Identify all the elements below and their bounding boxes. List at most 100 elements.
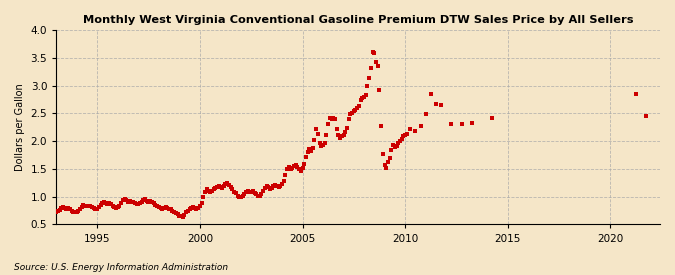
Point: [92, 207, 103, 211]
Point: [117, 198, 128, 202]
Point: [396, 137, 407, 141]
Point: [88, 206, 99, 211]
Point: [304, 147, 315, 152]
Point: [207, 188, 217, 193]
Point: [340, 130, 351, 134]
Point: [446, 122, 457, 127]
Point: [140, 197, 151, 201]
Point: [355, 98, 366, 102]
Point: [256, 192, 267, 197]
Point: [296, 168, 306, 173]
Point: [348, 109, 359, 113]
Point: [281, 167, 292, 172]
Point: [350, 108, 361, 112]
Point: [86, 205, 97, 210]
Point: [115, 200, 126, 205]
Point: [63, 206, 74, 211]
Point: [313, 132, 323, 137]
Point: [203, 188, 214, 193]
Point: [109, 205, 119, 210]
Point: [373, 64, 383, 68]
Point: [369, 51, 380, 56]
Point: [232, 193, 243, 198]
Point: [211, 185, 222, 189]
Point: [126, 199, 137, 204]
Point: [259, 186, 270, 191]
Point: [148, 201, 159, 205]
Point: [193, 206, 204, 211]
Point: [343, 117, 354, 122]
Point: [342, 126, 352, 131]
Point: [54, 208, 65, 212]
Point: [328, 116, 339, 120]
Point: [59, 206, 70, 210]
Point: [227, 187, 238, 192]
Point: [284, 165, 294, 169]
Point: [150, 203, 161, 207]
Point: [105, 202, 116, 207]
Point: [377, 152, 388, 157]
Point: [266, 186, 277, 191]
Point: [421, 112, 431, 116]
Point: [325, 116, 335, 120]
Point: [198, 195, 209, 199]
Point: [186, 206, 196, 211]
Point: [83, 204, 94, 208]
Point: [189, 206, 200, 211]
Point: [316, 143, 327, 148]
Point: [223, 183, 234, 187]
Point: [234, 194, 244, 199]
Point: [277, 182, 288, 186]
Point: [184, 207, 195, 212]
Point: [182, 208, 193, 213]
Point: [405, 127, 416, 132]
Point: [358, 95, 369, 99]
Point: [354, 103, 364, 108]
Point: [162, 206, 173, 210]
Point: [300, 155, 311, 160]
Point: [196, 200, 207, 205]
Point: [379, 163, 390, 167]
Point: [410, 128, 421, 133]
Point: [239, 192, 250, 196]
Point: [383, 160, 394, 164]
Point: [278, 178, 289, 183]
Point: [251, 192, 262, 196]
Point: [252, 193, 263, 198]
Point: [61, 207, 72, 211]
Point: [143, 199, 154, 204]
Point: [165, 207, 176, 212]
Point: [315, 141, 325, 145]
Point: [104, 201, 115, 205]
Point: [70, 210, 80, 214]
Point: [244, 189, 255, 194]
Point: [249, 191, 260, 195]
Point: [72, 210, 82, 214]
Point: [229, 189, 240, 194]
Point: [160, 205, 171, 210]
Point: [230, 191, 241, 196]
Point: [171, 211, 182, 216]
Point: [280, 173, 291, 177]
Point: [268, 184, 279, 188]
Point: [630, 92, 641, 96]
Point: [400, 133, 410, 137]
Point: [146, 200, 157, 204]
Point: [136, 199, 147, 204]
Point: [194, 204, 205, 208]
Point: [218, 184, 229, 188]
Point: [123, 199, 134, 204]
Point: [213, 184, 224, 188]
Point: [392, 144, 402, 148]
Point: [68, 210, 79, 214]
Point: [395, 138, 406, 143]
Point: [402, 132, 412, 136]
Point: [466, 121, 477, 125]
Point: [415, 124, 426, 128]
Point: [65, 207, 76, 212]
Point: [431, 102, 441, 106]
Point: [157, 207, 167, 212]
Point: [393, 141, 404, 145]
Point: [217, 186, 227, 191]
Point: [287, 166, 298, 170]
